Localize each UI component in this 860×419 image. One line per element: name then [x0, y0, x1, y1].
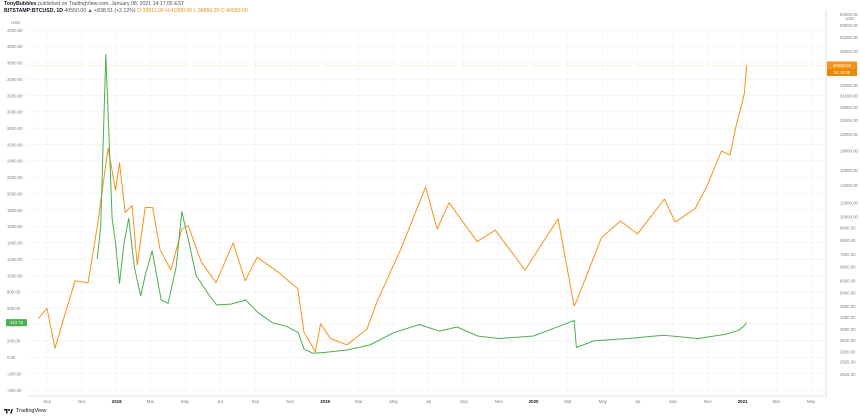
- left-axis-tick: 3400.00: [7, 77, 23, 82]
- author-name[interactable]: TonyBubbles: [4, 1, 37, 7]
- orange-series-line[interactable]: [38, 65, 748, 353]
- publisher-line: TonyBubbles published on TradingView.com…: [4, 1, 604, 8]
- x-axis-tick: May: [599, 399, 608, 404]
- right-axis-tick: 19000.00: [840, 149, 859, 154]
- left-axis-tick: 3800.00: [7, 44, 23, 49]
- right-axis-tick: 34000.00: [840, 83, 859, 88]
- footer-brand[interactable]: TradingView: [16, 408, 47, 414]
- x-axis-tick: 2021: [738, 399, 748, 404]
- right-axis-tick: 46000.00: [840, 49, 859, 54]
- x-axis-tick: May: [390, 399, 399, 404]
- x-axis-tick: Mar: [564, 399, 572, 404]
- left-axis-tick: 2600.00: [7, 142, 23, 147]
- right-axis-tick: 4800.00: [840, 304, 856, 309]
- right-axis-tick: 2925.00: [840, 360, 856, 365]
- right-price-badge-label: 40550.00: [833, 63, 852, 68]
- countdown-badge: [827, 68, 857, 76]
- left-axis-tick: 3200.00: [7, 93, 23, 98]
- left-axis-tick: 200.00: [7, 339, 21, 344]
- left-axis-tick: 1800.00: [7, 208, 23, 213]
- left-axis-tick: 2800.00: [7, 126, 23, 131]
- ohlc-values: O:39511.00 H:41000.00 L:38650.20 C:40550…: [137, 7, 248, 14]
- right-axis-tick: 25000.00: [840, 118, 859, 123]
- tradingview-logo-icon[interactable]: [4, 408, 13, 414]
- left-axis-tick: 0.00: [7, 355, 16, 360]
- right-axis-tick: 3540.00: [840, 338, 856, 343]
- x-axis-tick: Sep: [669, 399, 677, 404]
- right-axis-tick: 28000.00: [840, 105, 859, 110]
- right-price-badge: [827, 61, 857, 69]
- x-axis-tick: Mar: [773, 399, 781, 404]
- left-axis-tick: 1000.00: [7, 273, 23, 278]
- price-change: 40550.00 ▲ +838.51 (+2.12%): [64, 7, 136, 14]
- x-axis-tick: Nov: [495, 399, 504, 404]
- left-axis-tick: -400.00: [7, 388, 22, 393]
- left-price-badge-label: 423.76: [10, 320, 23, 325]
- right-axis-tick: 14000.00: [840, 183, 859, 188]
- left-axis-tick: 2000.00: [7, 191, 23, 196]
- x-axis-tick: Jul: [217, 399, 223, 404]
- x-axis-tick: Jul: [426, 399, 432, 404]
- right-axis-tick: 2625.00: [840, 372, 856, 377]
- right-axis-tick: 3200.00: [840, 349, 856, 354]
- x-axis-tick: 2020: [529, 399, 539, 404]
- plot-area: [27, 22, 826, 396]
- right-axis-tick: 64000.00: [840, 12, 859, 17]
- x-axis-tick: Mar: [147, 399, 155, 404]
- x-axis-tick: Nov: [78, 399, 87, 404]
- left-axis-tick: 2200.00: [7, 175, 23, 180]
- right-axis-tick: 16000.00: [840, 168, 859, 173]
- right-axis-tick: 52000.00: [840, 35, 859, 40]
- x-axis-tick: Nov: [704, 399, 713, 404]
- right-axis-tick: 8600.00: [840, 238, 856, 243]
- x-axis-tick: Nov: [286, 399, 295, 404]
- left-axis-tick: 1200.00: [7, 257, 23, 262]
- left-axis-tick: 4000.00: [7, 28, 23, 33]
- footer: TradingView: [4, 406, 46, 416]
- symbol-label[interactable]: BITSTAMP:BTCUSD, 1D: [4, 7, 63, 14]
- x-axis-tick: 2018: [112, 399, 122, 404]
- x-axis-tick: May: [181, 399, 190, 404]
- right-axis-tick: 7600.00: [840, 252, 856, 257]
- x-axis-tick: Sep: [460, 399, 468, 404]
- published-info: published on TradingView.com, January 08…: [37, 1, 185, 7]
- left-axis-tick: 600.00: [7, 306, 21, 311]
- left-axis-tick: 3600.00: [7, 61, 23, 66]
- left-axis-tick: 3000.00: [7, 110, 23, 115]
- x-axis-tick: Sep: [252, 399, 260, 404]
- left-axis-tick: 1400.00: [7, 241, 23, 246]
- right-axis-tick: 9600.00: [840, 226, 856, 231]
- right-axis-tick: 58000.00: [840, 23, 859, 28]
- left-axis-tick: -200.00: [7, 371, 22, 376]
- x-axis-tick: Sep: [43, 399, 51, 404]
- left-axis-tick: 1600.00: [7, 224, 23, 229]
- right-axis-tick: 22000.00: [840, 132, 859, 137]
- x-axis-tick: Jul: [635, 399, 641, 404]
- right-axis-tick: 6000.00: [840, 279, 856, 284]
- x-axis-tick: 2019: [320, 399, 330, 404]
- green-series-line[interactable]: [96, 54, 747, 354]
- right-axis-unit: USD: [845, 16, 854, 21]
- right-axis-tick: 12000.00: [840, 200, 859, 205]
- chart-header: TonyBubbles published on TradingView.com…: [4, 1, 604, 21]
- left-price-badge: [6, 319, 27, 327]
- right-axis-tick: 5400.00: [840, 290, 856, 295]
- x-axis-tick: May: [807, 399, 816, 404]
- countdown-badge-label: 04:43:00: [834, 70, 851, 75]
- left-axis-tick: 800.00: [7, 290, 21, 295]
- right-axis-tick: 3900.00: [840, 327, 856, 332]
- right-axis-tick: 6800.00: [840, 265, 856, 270]
- right-axis-tick: 10600.00: [840, 214, 859, 219]
- x-axis-tick: Mar: [355, 399, 363, 404]
- symbol-line: BITSTAMP:BTCUSD, 1D 40550.00 ▲ +838.51 (…: [4, 8, 604, 15]
- left-axis-unit: USD: [11, 20, 20, 25]
- right-axis-tick: 4350.00: [840, 315, 856, 320]
- left-axis-tick: 2400.00: [7, 159, 23, 164]
- right-axis-tick: 31000.00: [840, 94, 859, 99]
